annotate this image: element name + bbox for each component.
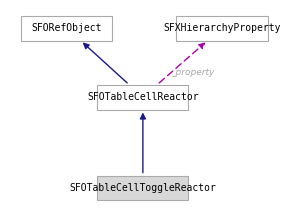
Text: SFOTableCellToggleReactor: SFOTableCellToggleReactor — [69, 183, 216, 193]
FancyBboxPatch shape — [21, 16, 112, 41]
FancyBboxPatch shape — [97, 175, 188, 200]
FancyBboxPatch shape — [176, 16, 268, 41]
FancyBboxPatch shape — [97, 85, 188, 110]
Text: SFOTableCellReactor: SFOTableCellReactor — [87, 92, 199, 102]
Text: SFORefObject: SFORefObject — [32, 23, 102, 33]
Text: _property: _property — [171, 68, 215, 77]
Text: SFXHierarchyProperty: SFXHierarchyProperty — [163, 23, 281, 33]
